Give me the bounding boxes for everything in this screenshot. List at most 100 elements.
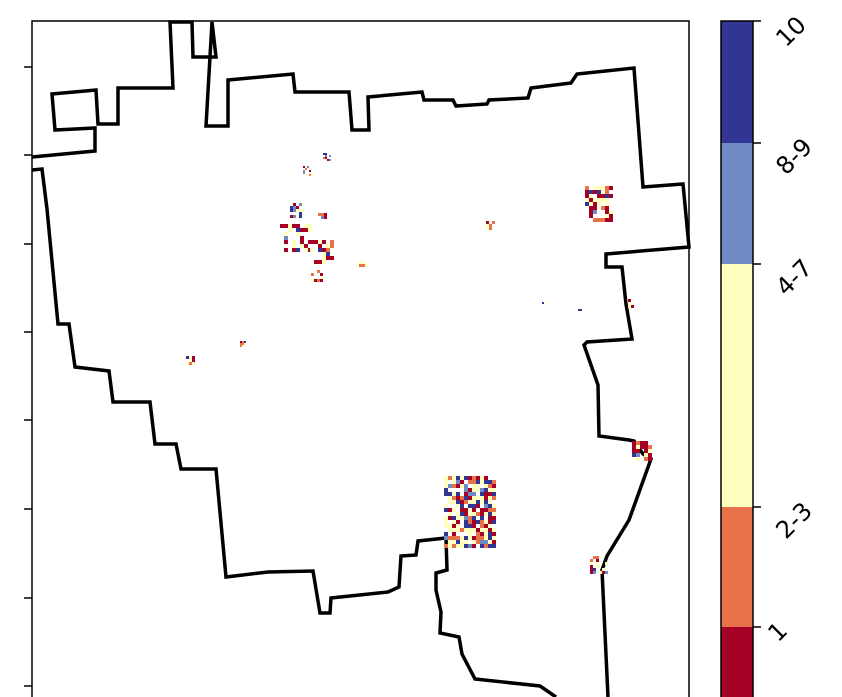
- classified-pixel: [472, 516, 476, 520]
- classified-pixel: [468, 528, 472, 532]
- classified-pixel: [456, 512, 460, 516]
- classified-pixel: [302, 203, 305, 206]
- classified-pixel: [448, 528, 452, 532]
- classified-pixel: [444, 492, 448, 496]
- classified-pixel: [242, 341, 244, 343]
- classified-pixel: [596, 559, 599, 562]
- classified-pixel: [476, 504, 480, 508]
- classified-pixel: [472, 544, 476, 548]
- classified-pixel: [484, 496, 488, 500]
- classified-pixel: [472, 528, 476, 532]
- classified-pixel: [314, 279, 317, 282]
- classified-pixel: [484, 520, 488, 524]
- classified-pixel: [326, 256, 330, 260]
- classified-pixel: [464, 512, 468, 516]
- classified-pixel: [326, 252, 330, 256]
- classified-pixel: [464, 536, 468, 540]
- classified-pixel: [593, 218, 597, 222]
- classified-pixel: [480, 476, 484, 480]
- classified-pixel: [590, 562, 593, 565]
- classified-pixel: [601, 190, 605, 194]
- classified-pixel: [589, 210, 593, 214]
- classified-pixel: [488, 520, 492, 524]
- classified-pixel: [456, 544, 460, 548]
- classified-pixel: [488, 536, 492, 540]
- classified-pixel: [444, 532, 448, 536]
- classified-pixel: [280, 224, 284, 228]
- classified-pixel: [484, 480, 488, 484]
- classified-pixel: [476, 536, 480, 540]
- classified-pixel: [444, 476, 448, 480]
- classified-pixel: [476, 512, 480, 516]
- classified-pixel: [609, 218, 613, 222]
- classified-pixel: [460, 480, 464, 484]
- colorbar-segment-8-9: [721, 143, 753, 264]
- classified-pixel: [484, 508, 488, 512]
- classified-pixel: [605, 194, 609, 198]
- classified-pixel: [492, 480, 496, 484]
- classified-pixel: [590, 559, 593, 562]
- classified-pixel: [284, 232, 288, 236]
- classified-pixel: [486, 221, 489, 224]
- classified-pixel: [476, 500, 480, 504]
- classified-pixel: [636, 453, 640, 457]
- classified-pixel: [636, 457, 640, 461]
- classified-pixel: [484, 544, 488, 548]
- classified-pixel: [448, 544, 452, 548]
- classified-pixel: [480, 488, 484, 492]
- classified-pixel: [484, 500, 488, 504]
- classified-pixel: [359, 264, 362, 267]
- classified-pixel: [492, 221, 495, 224]
- classified-pixel: [644, 453, 648, 457]
- classified-pixel: [476, 488, 480, 492]
- classified-pixel: [628, 305, 631, 308]
- classified-pixel: [303, 172, 305, 174]
- colorbar-segment-10: [721, 21, 753, 143]
- classified-pixel: [593, 210, 597, 214]
- classified-pixel: [648, 453, 652, 457]
- classified-pixel: [292, 248, 296, 252]
- classified-pixel: [321, 216, 324, 219]
- classified-pixel: [365, 264, 368, 267]
- classified-pixel: [324, 216, 327, 219]
- classified-pixel: [597, 194, 601, 198]
- classified-pixel: [472, 504, 476, 508]
- classified-pixel: [468, 516, 472, 520]
- classified-pixel: [304, 224, 308, 228]
- classified-pixel: [492, 528, 496, 532]
- classified-pixel: [628, 299, 631, 302]
- classified-pixel: [468, 544, 472, 548]
- classified-pixel: [601, 206, 605, 210]
- classified-pixel: [492, 496, 496, 500]
- colorbar-segment-1: [721, 627, 753, 697]
- classified-pixel: [240, 341, 242, 343]
- classified-pixel: [492, 512, 496, 516]
- classified-pixel: [323, 157, 325, 159]
- classified-pixel: [585, 202, 589, 206]
- classified-pixel: [472, 484, 476, 488]
- classified-pixel: [640, 441, 644, 445]
- classified-pixel: [320, 273, 323, 276]
- classified-pixel: [290, 206, 293, 209]
- classified-pixel: [311, 273, 314, 276]
- classified-pixel: [444, 504, 448, 508]
- classified-pixel: [456, 496, 460, 500]
- classified-pixel: [292, 244, 296, 248]
- classified-pixel: [321, 213, 324, 216]
- classified-pixel: [602, 568, 605, 571]
- classified-pixel: [609, 214, 613, 218]
- classified-pixel: [472, 488, 476, 492]
- classified-pixel: [452, 492, 456, 496]
- classified-pixel: [488, 504, 492, 508]
- classified-pixel: [480, 516, 484, 520]
- classified-pixel: [488, 516, 492, 520]
- classified-pixel: [299, 209, 302, 212]
- classified-pixel: [488, 532, 492, 536]
- classified-pixel: [488, 492, 492, 496]
- classified-pixel: [593, 206, 597, 210]
- classified-pixel: [452, 536, 456, 540]
- classified-pixel: [456, 536, 460, 540]
- classified-pixel: [330, 240, 334, 244]
- classified-pixel: [318, 213, 321, 216]
